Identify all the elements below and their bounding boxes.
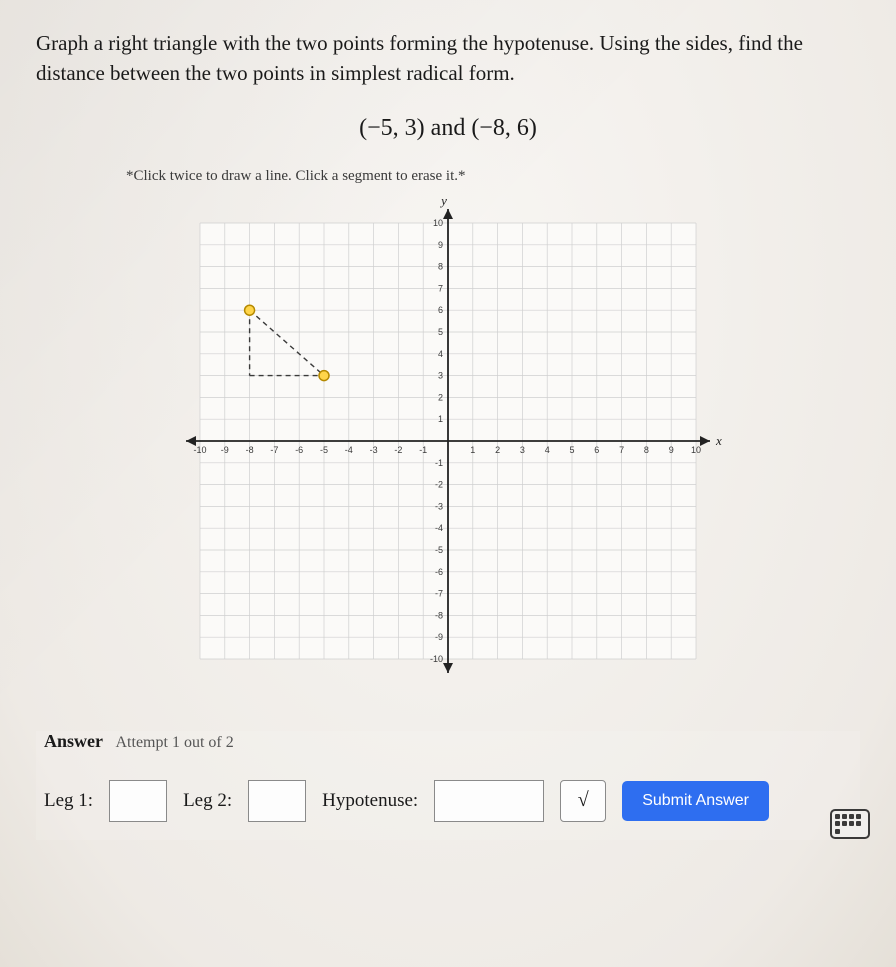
svg-text:-6: -6 [435, 567, 443, 577]
svg-text:8: 8 [438, 261, 443, 271]
svg-text:5: 5 [569, 445, 574, 455]
submit-button[interactable]: Submit Answer [622, 781, 769, 821]
svg-text:8: 8 [644, 445, 649, 455]
svg-text:1: 1 [470, 445, 475, 455]
svg-text:-10: -10 [430, 654, 443, 664]
svg-text:4: 4 [545, 445, 550, 455]
svg-text:7: 7 [438, 283, 443, 293]
svg-text:-3: -3 [370, 445, 378, 455]
svg-text:2: 2 [495, 445, 500, 455]
svg-text:-7: -7 [270, 445, 278, 455]
svg-text:3: 3 [438, 370, 443, 380]
hypotenuse-label: Hypotenuse: [322, 790, 418, 812]
svg-text:-8: -8 [435, 610, 443, 620]
svg-text:10: 10 [691, 445, 701, 455]
svg-text:-5: -5 [320, 445, 328, 455]
svg-text:7: 7 [619, 445, 624, 455]
svg-text:-10: -10 [193, 445, 206, 455]
svg-text:-8: -8 [246, 445, 254, 455]
svg-text:-2: -2 [394, 445, 402, 455]
svg-text:6: 6 [438, 305, 443, 315]
keypad-icon[interactable] [830, 809, 870, 839]
answer-heading: Answer [44, 731, 103, 751]
svg-text:2: 2 [438, 392, 443, 402]
svg-text:10: 10 [433, 218, 443, 228]
leg1-label: Leg 1: [44, 790, 93, 812]
svg-text:-7: -7 [435, 588, 443, 598]
svg-text:-1: -1 [435, 458, 443, 468]
svg-text:4: 4 [438, 349, 443, 359]
svg-text:6: 6 [594, 445, 599, 455]
svg-text:-4: -4 [435, 523, 443, 533]
svg-text:x: x [715, 433, 722, 448]
svg-text:y: y [439, 193, 447, 208]
svg-text:9: 9 [669, 445, 674, 455]
leg1-input[interactable] [109, 780, 167, 822]
points-display: (−5, 3) and (−8, 6) [36, 115, 860, 142]
svg-text:-5: -5 [435, 545, 443, 555]
coordinate-graph[interactable]: x y -10 -9 -8 -7 -6 -5 -4 -3 -2 -1 1 2 3 4 5 6 7 8 9 10 -10 -9 -… [168, 191, 728, 691]
svg-text:-6: -6 [295, 445, 303, 455]
svg-text:-2: -2 [435, 479, 443, 489]
svg-text:-9: -9 [435, 632, 443, 642]
svg-text:-4: -4 [345, 445, 353, 455]
leg2-input[interactable] [248, 780, 306, 822]
svg-text:1: 1 [438, 414, 443, 424]
answer-section: Answer Attempt 1 out of 2 Leg 1: Leg 2: … [36, 731, 860, 840]
svg-text:-3: -3 [435, 501, 443, 511]
svg-text:5: 5 [438, 327, 443, 337]
hypotenuse-input[interactable] [434, 780, 544, 822]
sqrt-button[interactable]: √ [560, 780, 606, 822]
svg-text:3: 3 [520, 445, 525, 455]
leg2-label: Leg 2: [183, 790, 232, 812]
svg-text:-1: -1 [419, 445, 427, 455]
graph-instruction: *Click twice to draw a line. Click a seg… [126, 168, 860, 185]
attempt-counter: Attempt 1 out of 2 [116, 734, 234, 751]
svg-text:9: 9 [438, 240, 443, 250]
svg-text:-9: -9 [221, 445, 229, 455]
question-text: Graph a right triangle with the two poin… [36, 28, 836, 89]
